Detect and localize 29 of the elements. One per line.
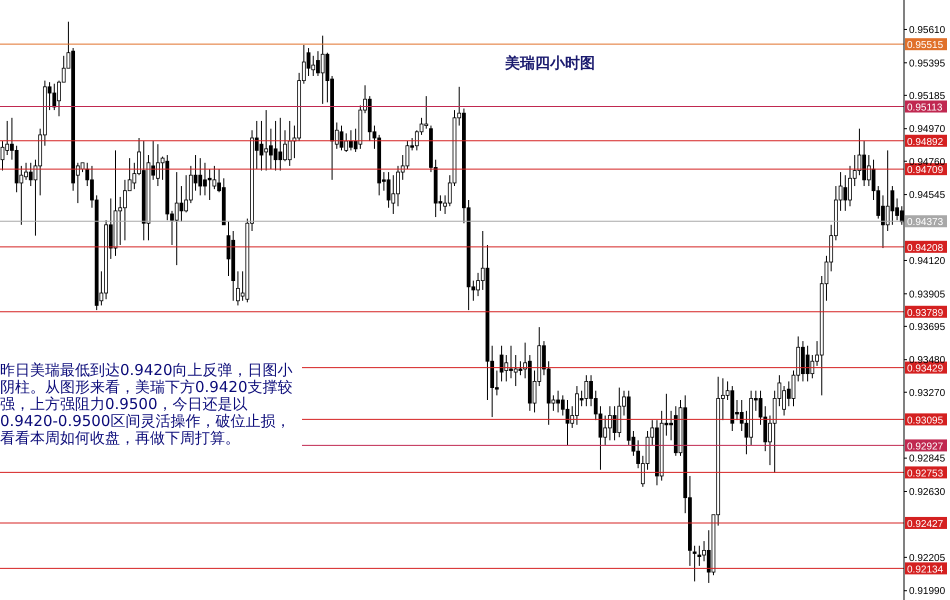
y-tick-label: 0.93905 — [909, 289, 946, 300]
y-tick-label: 0.93270 — [909, 388, 946, 399]
ref-line-label: 0.94892 — [907, 136, 944, 148]
annotation: 昨日美瑞最低到达0.9420向上反弹，日图小阴柱。从图形来看，美瑞下方0.9420支撑较强，上方强阻力0.9500，今日还是以0.9420-0.9500区间灵活操作，破位止损，看看本周如何收盘，再做下周打算。 — [0, 361, 302, 447]
y-tick-label: 0.93695 — [909, 322, 946, 333]
ref-line-label: 0.94373 — [907, 217, 944, 228]
ref-line-label: 0.92134 — [907, 564, 944, 576]
y-tick-label: 0.94545 — [909, 190, 946, 202]
ref-line-label: 0.94709 — [907, 165, 944, 176]
y-tick-label: 0.95185 — [909, 90, 946, 102]
ref-line-label: 0.94208 — [907, 242, 944, 254]
ref-line-label: 0.95113 — [907, 102, 943, 114]
ref-line-label: 0.93789 — [907, 308, 944, 319]
y-tick-label: 0.94120 — [909, 256, 946, 268]
candlestick — [692, 545, 697, 582]
y-tick-label: 0.91990 — [909, 586, 946, 598]
ref-line-label: 0.93429 — [907, 364, 944, 375]
text: 美瑞四小时图 — [505, 54, 595, 73]
ref-line-label: 0.92753 — [907, 468, 944, 480]
ref-line-label: 0.93095 — [907, 415, 944, 426]
y-tick-label: 0.92205 — [909, 552, 946, 564]
y-tick-label: 0.94970 — [909, 124, 946, 136]
ref-line-label: 0.92927 — [907, 441, 944, 452]
y-tick-label: 0.92845 — [909, 454, 946, 465]
ref-line-label: 0.95515 — [907, 40, 944, 52]
y-tick-label: 0.95610 — [909, 25, 946, 36]
y-tick-label: 0.92630 — [909, 487, 946, 498]
ref-line-label: 0.92427 — [907, 518, 944, 530]
y-tick-label: 0.95395 — [909, 58, 946, 70]
